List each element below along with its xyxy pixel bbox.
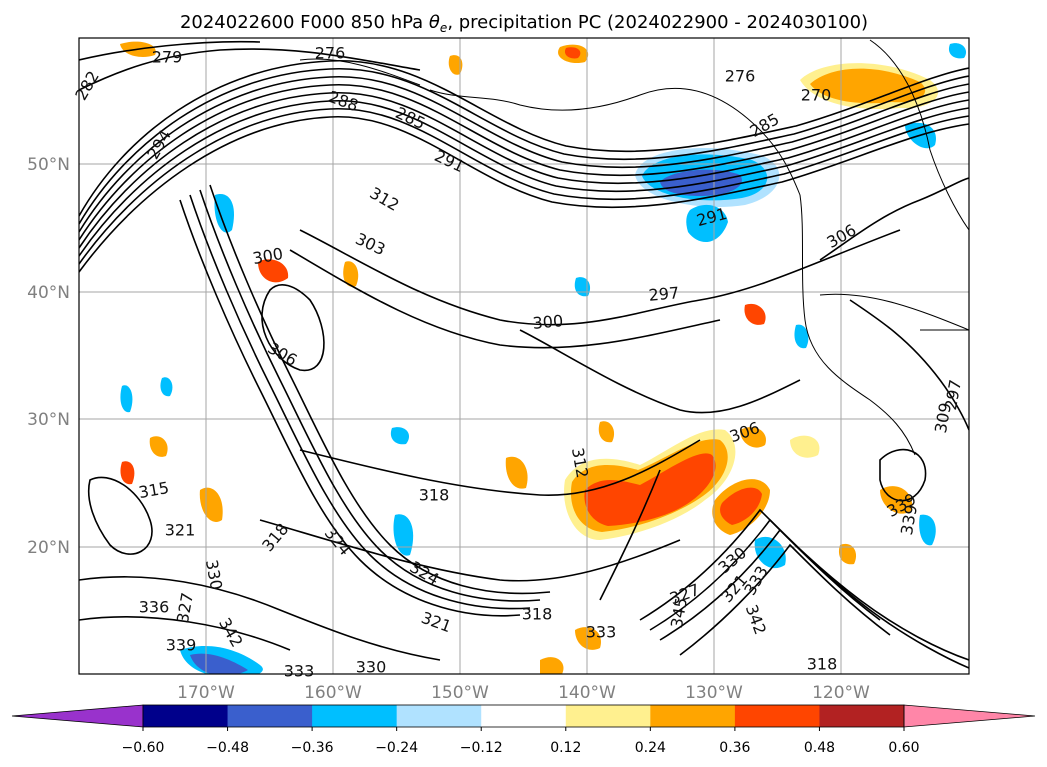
colorbar-tick-label: 0.12 bbox=[550, 740, 581, 756]
precipitation-shading bbox=[120, 41, 967, 674]
colorbar-tick-label: 0.48 bbox=[804, 740, 835, 756]
contour-label: 318 bbox=[419, 486, 450, 505]
contour-label: 279 bbox=[152, 48, 183, 67]
colorbar-tick-label: 0.60 bbox=[888, 740, 919, 756]
contour-label: 318 bbox=[522, 605, 553, 624]
lat-lon-grid bbox=[79, 38, 969, 674]
lon-label-170w: 170°W bbox=[177, 683, 235, 703]
contour-label: 270 bbox=[801, 86, 832, 105]
lon-label-120w: 120°W bbox=[812, 683, 870, 703]
lon-label-140w: 140°W bbox=[558, 683, 616, 703]
colorbar-segment bbox=[481, 705, 567, 727]
lon-label-130w: 130°W bbox=[685, 683, 743, 703]
colorbar-segment bbox=[734, 705, 820, 727]
colorbar-tick-label: −0.36 bbox=[291, 740, 334, 756]
map-title: 2024022600 F000 850 hPa θe, precipitatio… bbox=[180, 12, 868, 35]
lon-label-160w: 160°W bbox=[304, 683, 362, 703]
contour-label: 333 bbox=[284, 662, 315, 681]
lat-label-50n: 50°N bbox=[27, 155, 70, 175]
lat-label-30n: 30°N bbox=[27, 410, 70, 430]
contour-label: 276 bbox=[725, 67, 756, 86]
map-panel bbox=[78, 37, 970, 675]
longitude-labels: 170°W 160°W 150°W 140°W 130°W 120°W bbox=[177, 683, 870, 703]
colorbar-segment bbox=[227, 705, 313, 727]
map-frame bbox=[78, 37, 970, 675]
colorbar-segment bbox=[819, 705, 905, 727]
contour-label: 297 bbox=[648, 283, 680, 305]
colorbar-tick-label: 0.36 bbox=[719, 740, 750, 756]
contour-label: 321 bbox=[165, 521, 196, 540]
colorbar-segment bbox=[312, 705, 398, 727]
lon-label-150w: 150°W bbox=[431, 683, 489, 703]
colorbar: −0.60 −0.48 −0.36 −0.24 −0.12 0.12 0.24 0.36 0.4… bbox=[11, 704, 1036, 756]
colorbar-tick-label: −0.48 bbox=[206, 740, 249, 756]
latitude-labels: 50°N 40°N 30°N 20°N bbox=[27, 155, 70, 558]
colorbar-segment bbox=[565, 705, 651, 727]
colorbar-tick-label: −0.12 bbox=[460, 740, 503, 756]
colorbar-frame bbox=[142, 704, 905, 728]
colorbar-tick-label: −0.24 bbox=[375, 740, 418, 756]
contour-label: 300 bbox=[532, 311, 564, 333]
colorbar-segment bbox=[143, 705, 229, 727]
theta-e-contours bbox=[79, 40, 969, 669]
colorbar-extend-low bbox=[11, 704, 144, 728]
colorbar-extend-high bbox=[903, 704, 1036, 728]
contour-label: 276 bbox=[315, 44, 346, 63]
lat-label-20n: 20°N bbox=[27, 538, 70, 558]
contour-label: 339 bbox=[166, 636, 197, 655]
contour-label: 333 bbox=[586, 623, 617, 642]
contour-label: 318 bbox=[807, 655, 838, 674]
contour-label: 336 bbox=[139, 598, 170, 617]
colorbar-segment bbox=[396, 705, 482, 727]
coastlines bbox=[299, 39, 969, 456]
colorbar-segment bbox=[650, 705, 736, 727]
colorbar-tick-label: −0.60 bbox=[122, 740, 165, 756]
colorbar-tick-label: 0.24 bbox=[635, 740, 666, 756]
lat-label-40n: 40°N bbox=[27, 283, 70, 303]
contour-label: 330 bbox=[356, 658, 387, 677]
